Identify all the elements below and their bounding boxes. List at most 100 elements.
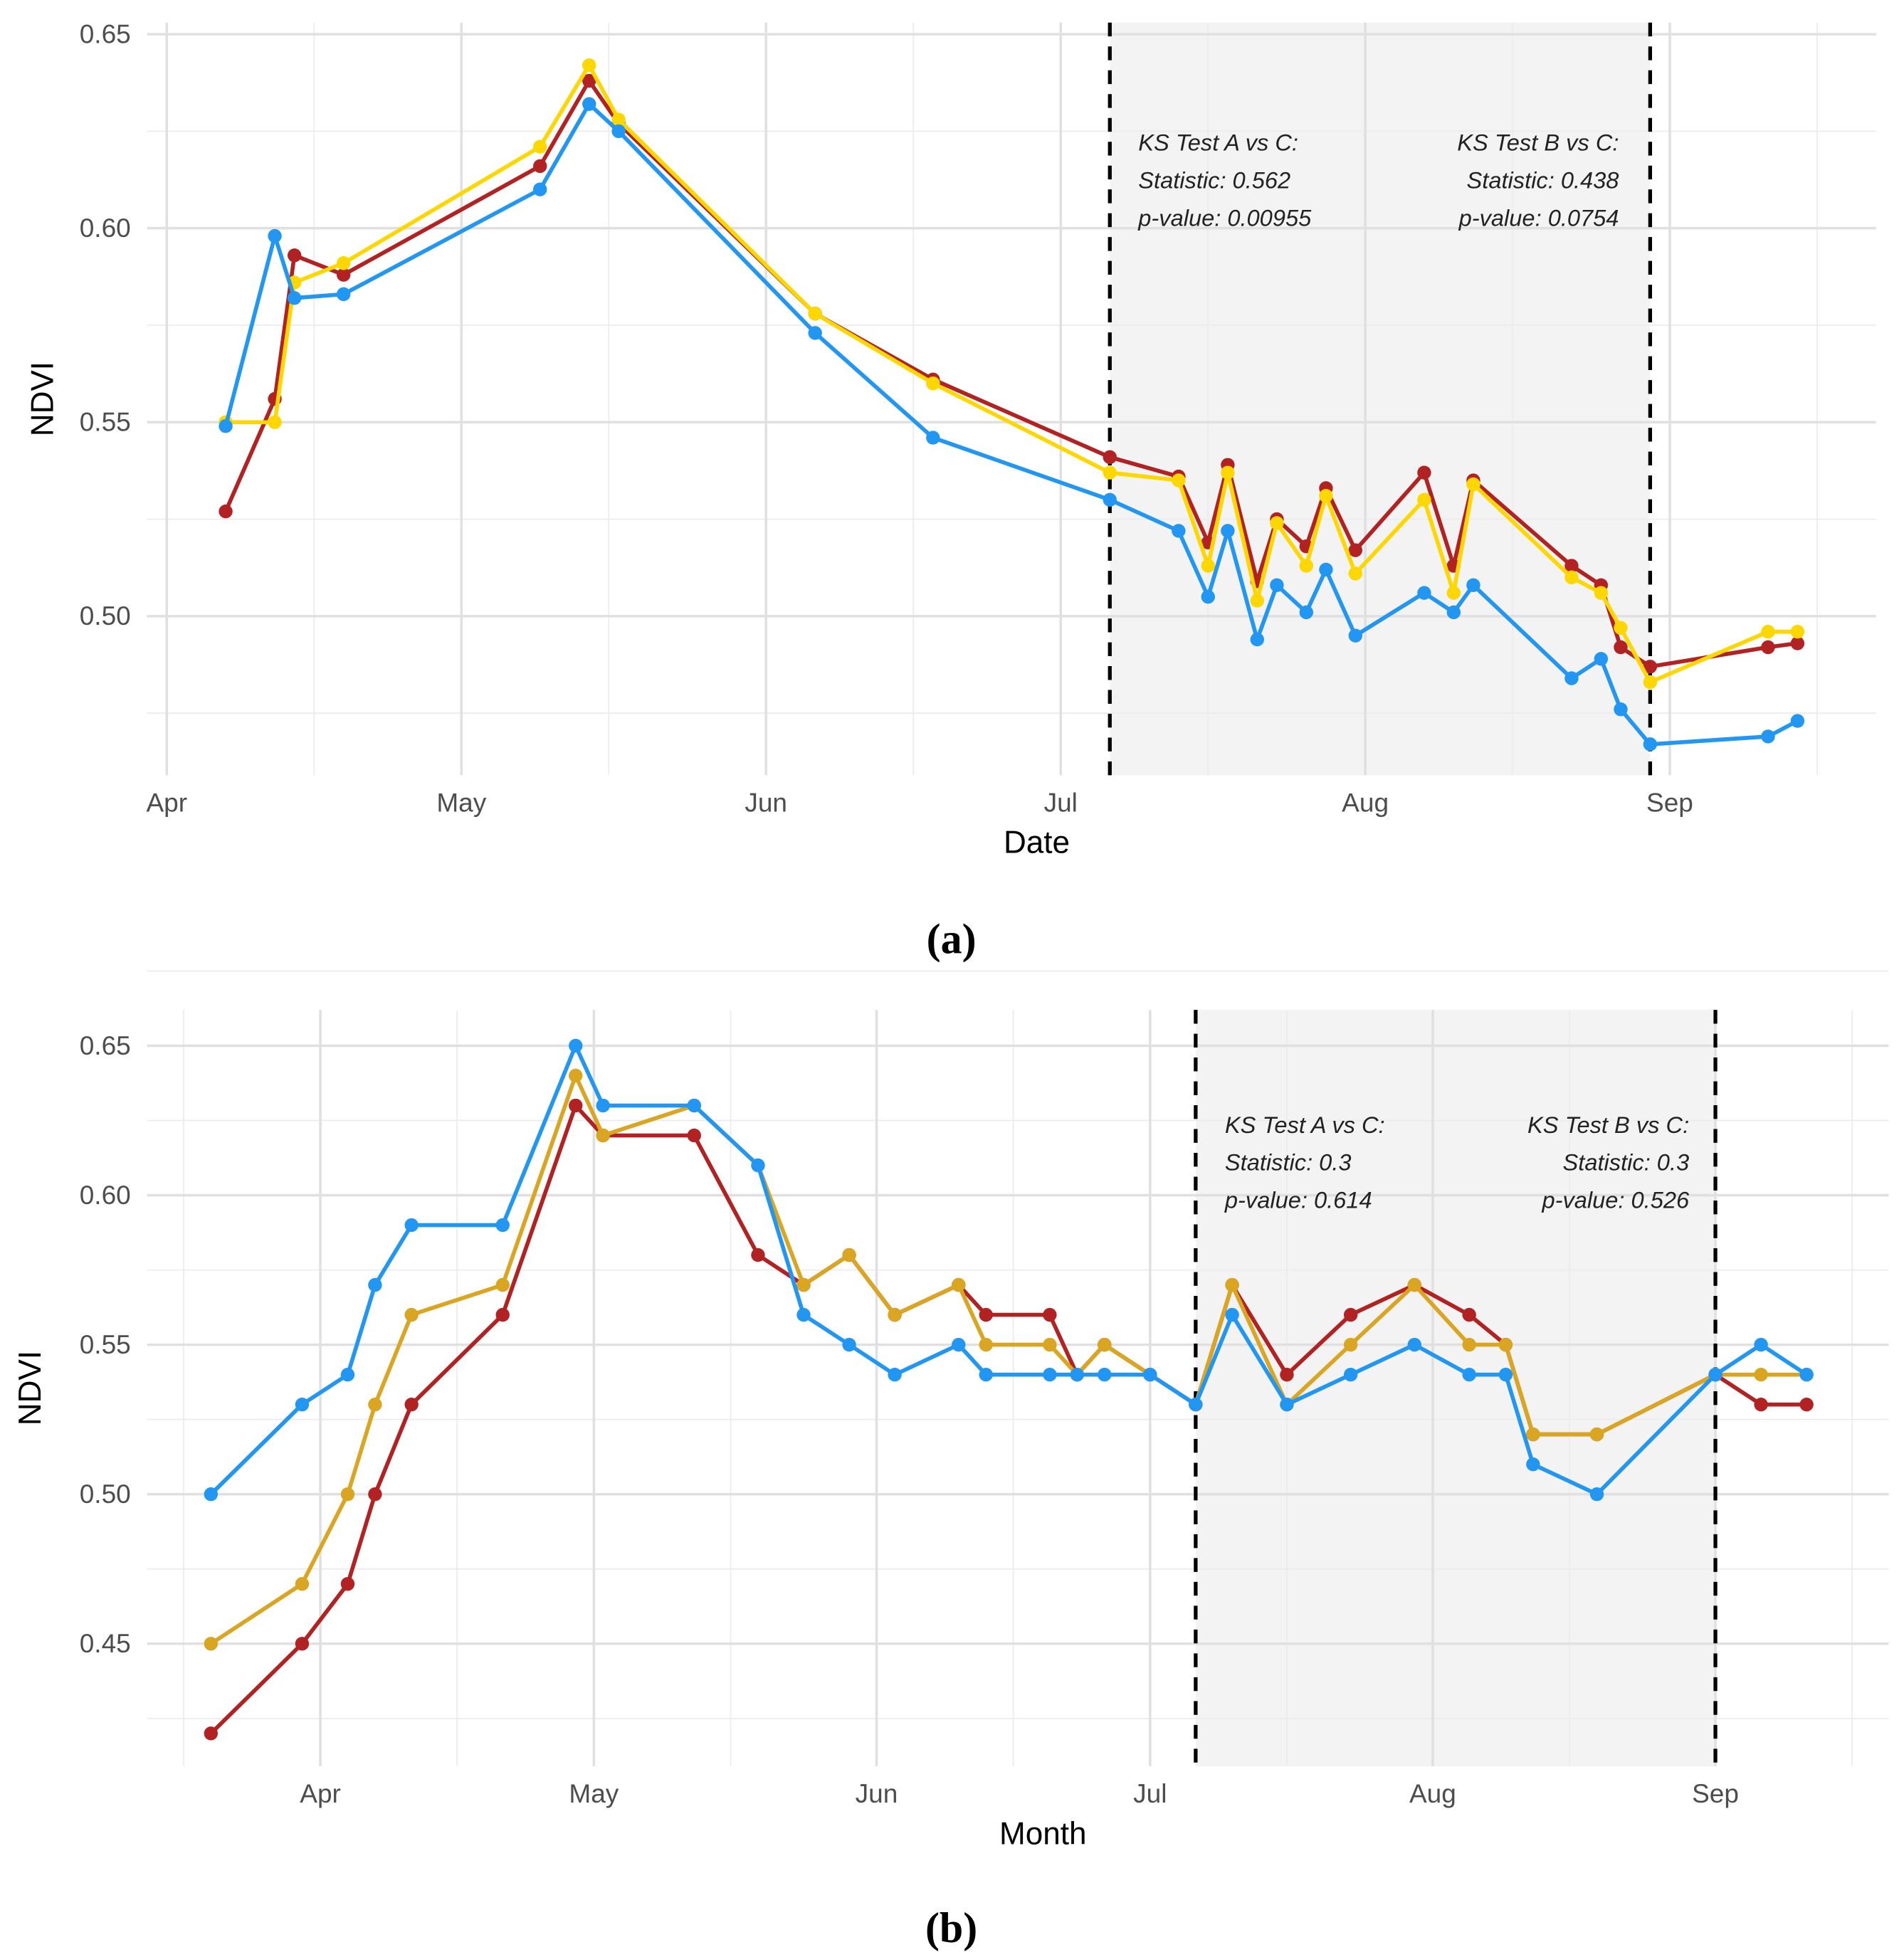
ks-annotation-text: KS Test A vs C: [1225,1112,1385,1138]
data-point-C [611,124,626,139]
data-point-C [1280,1397,1294,1412]
data-point-B [368,1397,382,1412]
data-point-C [952,1337,966,1352]
x-tick-label: Jul [1133,1778,1167,1808]
data-point-B [1466,477,1480,492]
data-point-C [1708,1367,1722,1382]
data-point-C [1589,1487,1604,1502]
data-point-B [1594,586,1609,600]
x-tick-label: Aug [1342,788,1389,818]
data-point-B [1407,1277,1421,1292]
shaded-period [1110,22,1651,776]
data-point-C [842,1337,856,1352]
data-point-C [1189,1397,1203,1412]
data-point-B [888,1307,902,1322]
data-point-A [979,1307,993,1322]
data-point-A [1754,1397,1768,1412]
data-point-B [1172,473,1186,487]
data-point-A [687,1128,701,1143]
data-point-C [1172,524,1186,538]
ks-annotation-text: Statistic: 0.562 [1138,167,1290,193]
ks-annotation-text: p-value: 0.526 [1541,1187,1690,1213]
data-point-A [1761,640,1775,655]
data-point-B [842,1247,856,1262]
x-tick-label: Aug [1409,1778,1456,1808]
y-tick-label: 0.45 [80,1628,131,1658]
data-point-C [295,1397,310,1412]
data-point-C [1270,578,1284,592]
data-point-A [287,248,302,263]
data-point-B [808,306,822,321]
data-point-A [1103,450,1117,465]
ks-annotation-text: KS Test B vs C: [1457,130,1619,156]
data-point-C [569,1038,583,1053]
data-point-A [368,1487,382,1502]
data-point-C [979,1367,993,1382]
data-point-C [204,1487,219,1502]
data-point-A [1790,636,1805,650]
data-point-B [1589,1427,1604,1442]
data-point-B [1417,492,1431,507]
y-axis-title: NDVI [13,1351,48,1425]
data-point-C [1799,1367,1814,1382]
data-point-C [533,182,547,196]
data-point-B [952,1277,966,1292]
x-tick-label: Jun [856,1778,898,1808]
x-tick-label: Sep [1692,1778,1739,1808]
data-point-C [1043,1367,1057,1382]
data-point-B [1098,1337,1112,1352]
data-point-B [1498,1337,1513,1352]
y-tick-label: 0.55 [80,1329,131,1359]
x-axis-title: Date [1004,825,1070,860]
data-point-C [1761,729,1775,744]
data-point-A [751,1247,765,1262]
data-point-C [1564,671,1579,685]
x-tick-label: Jul [1044,788,1078,818]
ks-annotation-text: Statistic: 0.3 [1225,1149,1352,1176]
data-point-B [404,1307,419,1322]
data-point-C [751,1158,765,1173]
data-point-B [533,139,547,154]
data-point-B [204,1637,219,1651]
x-tick-label: May [569,1778,619,1808]
chart-panel-a: 0.50 0.55 0.60 0.65 Apr May Jun Jul Aug Sep KS Tes… [25,19,1876,963]
data-point-A [582,73,596,88]
data-point-C [808,326,822,340]
data-point-A [1643,660,1658,674]
y-tick-label: 0.50 [80,1479,131,1509]
data-point-C [1343,1367,1358,1382]
data-point-A [1343,1307,1358,1322]
data-point-C [1250,632,1264,647]
shaded-period [1195,1010,1716,1767]
ks-annotation-text: p-value: 0.614 [1224,1187,1372,1213]
data-point-C [219,419,233,433]
data-point-B [1348,566,1363,581]
y-tick-label: 0.55 [80,407,131,437]
data-point-B [1103,465,1117,480]
data-point-A [569,1098,583,1113]
data-point-B [1614,621,1628,635]
ks-annotation-text: KS Test B vs C: [1527,1112,1689,1138]
x-tick-label: Jun [745,788,787,818]
data-point-B [1221,465,1235,480]
data-point-B [582,58,596,73]
data-point-A [336,268,351,282]
x-tick-label: Apr [146,788,187,818]
data-point-A [533,159,547,174]
chart-panel-b: 0.45 0.50 0.55 0.60 0.65 Apr May Jun Jul Aug Sep KS… [13,970,1889,1951]
data-point-B [796,1277,811,1292]
data-point-C [368,1277,382,1292]
data-point-C [1348,628,1363,643]
data-point-C [287,291,302,305]
ks-annotation-text: Statistic: 0.3 [1563,1149,1690,1176]
data-point-B [1319,489,1333,503]
data-point-C [926,431,940,445]
data-point-B [569,1068,583,1083]
data-point-B [1643,675,1658,690]
data-point-A [219,504,233,519]
ks-annotation-text: p-value: 0.0754 [1458,204,1619,231]
data-point-B [1201,559,1215,573]
ks-annotation-text: p-value: 0.00955 [1137,204,1312,231]
data-point-C [1790,714,1805,728]
data-point-B [1343,1337,1358,1352]
